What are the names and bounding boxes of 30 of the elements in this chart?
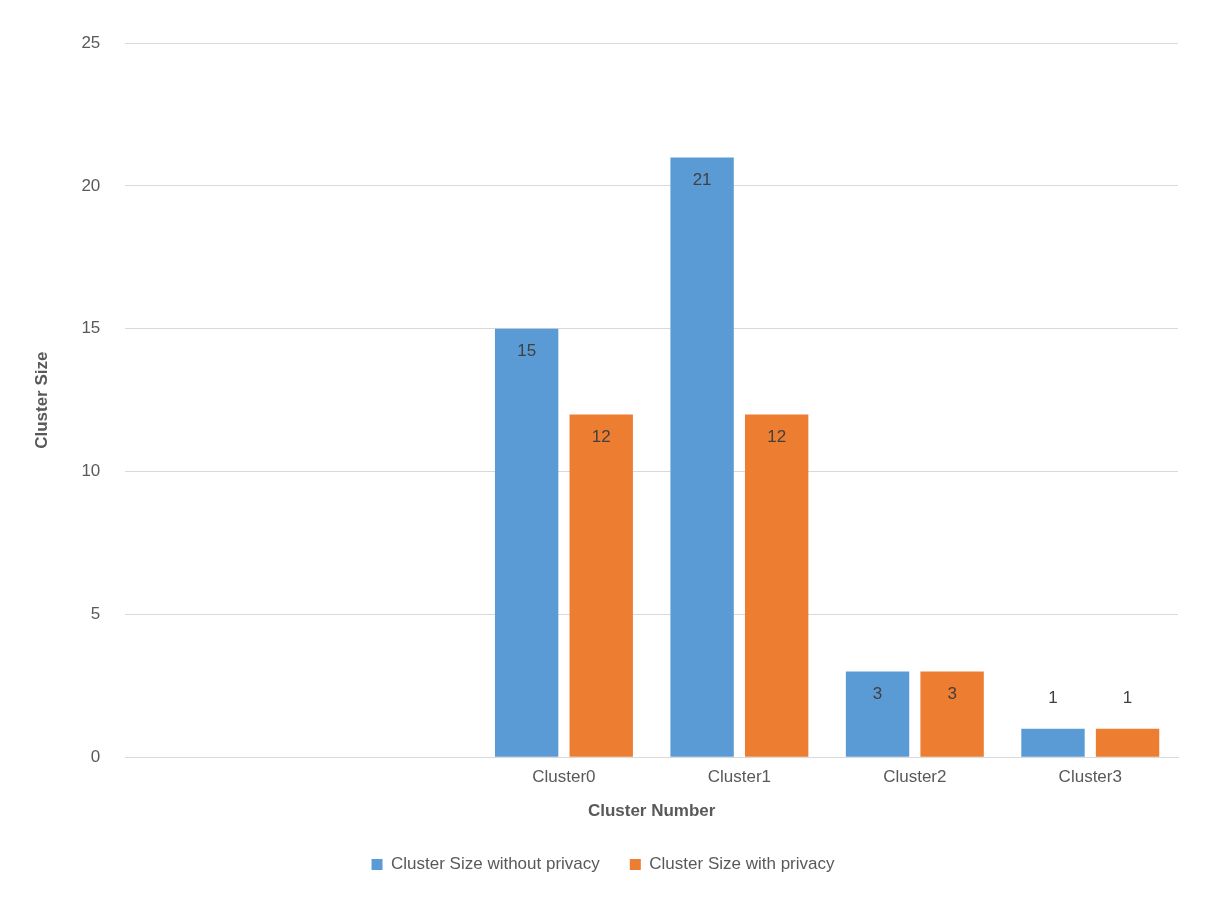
bar bbox=[569, 414, 633, 757]
data-label: 1 bbox=[1048, 687, 1058, 707]
data-label: 12 bbox=[767, 426, 787, 446]
x-axis-title: Cluster Number bbox=[587, 801, 716, 821]
data-label: 12 bbox=[591, 426, 611, 446]
data-label: 3 bbox=[872, 683, 883, 703]
bar bbox=[494, 328, 559, 757]
y-tick-label: 15 bbox=[81, 318, 101, 338]
data-label: 15 bbox=[517, 340, 537, 360]
y-tick-label: 5 bbox=[90, 604, 101, 624]
legend-label: Cluster Size with privacy bbox=[649, 854, 835, 874]
data-label: 21 bbox=[692, 169, 712, 189]
data-label: 1 bbox=[1122, 687, 1133, 707]
bar bbox=[744, 414, 809, 757]
x-tick-label: Cluster1 bbox=[707, 767, 772, 787]
bar bbox=[1095, 728, 1160, 757]
y-axis-title: Cluster Size bbox=[31, 351, 51, 449]
legend-label: Cluster Size without privacy bbox=[391, 854, 601, 874]
x-tick-label: Cluster3 bbox=[1058, 767, 1122, 787]
x-tick-label: Cluster0 bbox=[532, 767, 596, 787]
y-tick-label: 10 bbox=[81, 461, 101, 481]
y-tick-label: 0 bbox=[90, 746, 101, 766]
bar bbox=[845, 671, 910, 757]
bar bbox=[670, 157, 734, 757]
data-label: 3 bbox=[947, 683, 957, 703]
bar bbox=[920, 671, 984, 757]
bar bbox=[1021, 728, 1085, 757]
y-tick-label: 20 bbox=[81, 175, 101, 195]
y-tick-label: 25 bbox=[81, 32, 101, 52]
x-tick-label: Cluster2 bbox=[883, 767, 947, 787]
